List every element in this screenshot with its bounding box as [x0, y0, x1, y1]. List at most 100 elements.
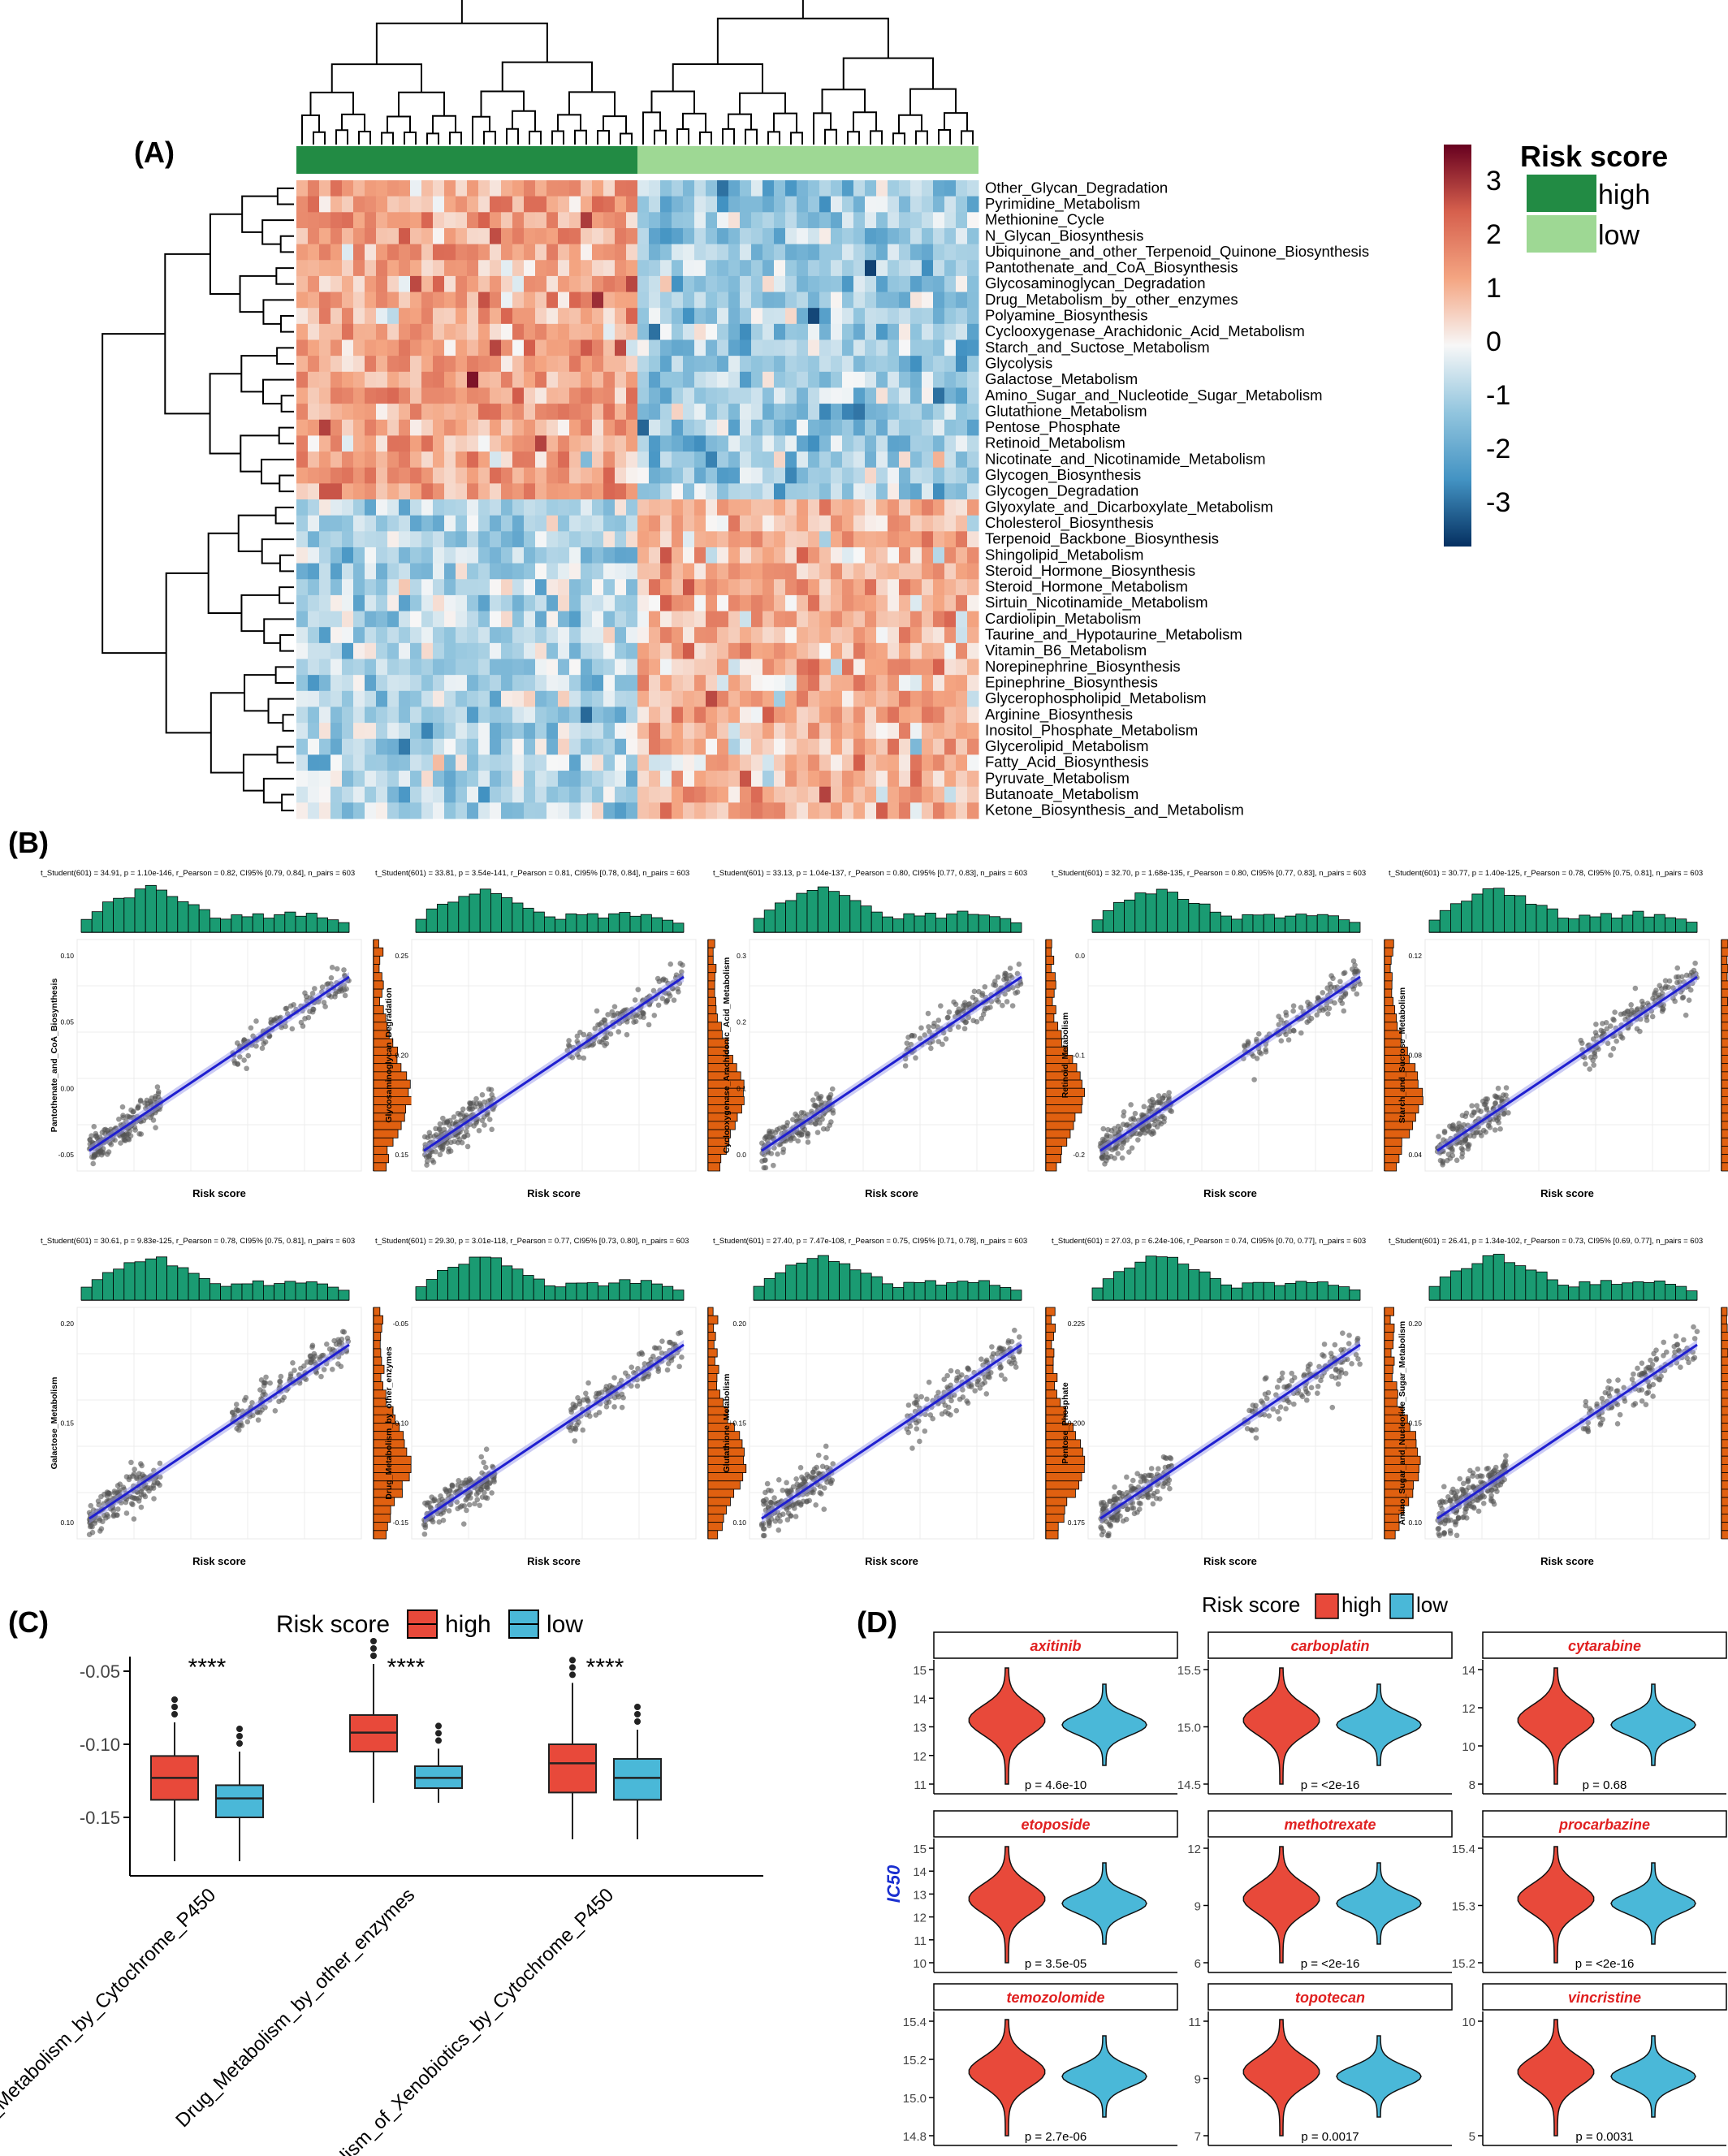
- heatmap-cell: [819, 227, 832, 245]
- heatmap-cell: [490, 371, 502, 388]
- heatmap-cell: [637, 227, 650, 245]
- heatmap-cell: [387, 323, 400, 340]
- scatter-point: [138, 1131, 145, 1137]
- dendrogram-branch: [449, 132, 462, 145]
- heatmap-cell: [660, 275, 672, 293]
- top-hist-bar: [1177, 899, 1190, 933]
- scatter-point: [1255, 1030, 1262, 1037]
- heatmap-cell: [785, 771, 797, 788]
- heatmap-cell: [330, 706, 343, 724]
- heatmap-cell: [831, 594, 843, 612]
- dendrogram-branch: [745, 128, 758, 145]
- heatmap-cell: [330, 499, 343, 516]
- heatmap-cell: [717, 260, 729, 277]
- heatmap-cell: [592, 579, 604, 596]
- heatmap-cell: [649, 659, 661, 676]
- scatter-point: [1125, 1121, 1130, 1128]
- scatter-point: [1590, 1036, 1596, 1042]
- heatmap-cell: [933, 802, 945, 819]
- heatmap-cell: [660, 435, 672, 452]
- pathway-label: Glutathione_Metabolism: [985, 402, 1147, 420]
- heatmap-cell: [637, 563, 650, 580]
- scatter-point: [450, 1121, 456, 1127]
- top-hist-bar: [1622, 914, 1634, 933]
- heatmap-cell: [296, 196, 309, 213]
- heatmap-cell: [808, 659, 820, 676]
- heatmap-cell: [944, 356, 957, 373]
- heatmap-cell: [376, 675, 388, 692]
- scatter-point: [1653, 987, 1659, 993]
- heatmap-cell: [706, 419, 718, 436]
- side-hist-bar: [1721, 947, 1728, 957]
- heatmap-cell: [899, 292, 911, 309]
- heatmap-cell: [410, 706, 422, 724]
- heatmap-cell: [842, 244, 854, 261]
- scatter-point: [334, 966, 340, 972]
- side-hist-bar: [373, 1356, 382, 1366]
- heatmap-cell: [637, 802, 650, 819]
- heatmap-cell: [626, 452, 638, 469]
- heatmap-cell: [967, 594, 979, 612]
- side-hist-bar: [707, 1030, 723, 1039]
- heatmap-cell: [649, 802, 661, 819]
- heatmap-cell: [421, 563, 434, 580]
- heatmap-cell: [296, 308, 309, 325]
- pathway-label: Retinoid_Metabolism: [985, 434, 1125, 452]
- heatmap-cell: [831, 260, 843, 277]
- heatmap-cell: [831, 196, 843, 213]
- heatmap-cell: [933, 292, 945, 309]
- heatmap-cell: [399, 371, 411, 388]
- legend-swatch-high: [1527, 175, 1596, 212]
- heatmap-cell: [626, 499, 638, 516]
- heatmap-cell: [774, 690, 786, 707]
- dendrogram-branch: [375, 22, 548, 65]
- heatmap-cell: [808, 594, 820, 612]
- heatmap-cell: [956, 802, 968, 819]
- heatmap-cell: [637, 771, 650, 788]
- heatmap-cell: [785, 690, 797, 707]
- heatmap-cell: [740, 723, 752, 740]
- heatmap-cell: [717, 771, 729, 788]
- heatmap-cell: [410, 212, 422, 229]
- heatmap-cell: [785, 356, 797, 373]
- heatmap-cell: [456, 260, 468, 277]
- side-hist-bar: [1721, 996, 1728, 1006]
- heatmap-cell: [478, 435, 490, 452]
- heatmap-cell: [842, 579, 854, 596]
- scatter-point: [1683, 1012, 1689, 1018]
- heatmap-cell: [728, 754, 741, 771]
- pathway-label: Vitamin_B6_Metabolism: [985, 642, 1147, 659]
- heatmap-cell: [717, 642, 729, 659]
- heatmap-cell: [501, 323, 513, 340]
- heatmap-cell: [933, 339, 945, 356]
- dendrogram-branch: [790, 132, 803, 145]
- heatmap-cell: [535, 435, 547, 452]
- scatter-point: [283, 1005, 290, 1012]
- scatter-point: [798, 1109, 805, 1116]
- top-hist-bar: [274, 1283, 286, 1301]
- heatmap-cell: [717, 594, 729, 612]
- scatter-point: [817, 1120, 823, 1126]
- heatmap-cell: [490, 515, 502, 532]
- heatmap-cell: [433, 196, 445, 213]
- heatmap-cell: [512, 547, 525, 564]
- side-hist-bar: [1721, 1079, 1728, 1089]
- dendrogram-branch: [313, 131, 326, 145]
- heatmap-cell: [399, 467, 411, 484]
- heatmap-cell: [615, 227, 627, 245]
- dendrogram-branch: [341, 113, 365, 132]
- top-hist-bar: [316, 1283, 328, 1301]
- heatmap-cell: [967, 323, 979, 340]
- scatter-point: [120, 1113, 126, 1118]
- top-hist-bar: [882, 916, 894, 933]
- heatmap-cell: [581, 404, 593, 421]
- heatmap-cell: [853, 244, 866, 261]
- heatmap-cell: [683, 308, 695, 325]
- scatter-point: [87, 1137, 93, 1143]
- heatmap-cell: [592, 483, 604, 500]
- heatmap-cell: [649, 531, 661, 548]
- heatmap-cell: [967, 499, 979, 516]
- scatter-point: [98, 1526, 105, 1532]
- heatmap-cell: [296, 802, 309, 819]
- heatmap-cell: [637, 196, 650, 213]
